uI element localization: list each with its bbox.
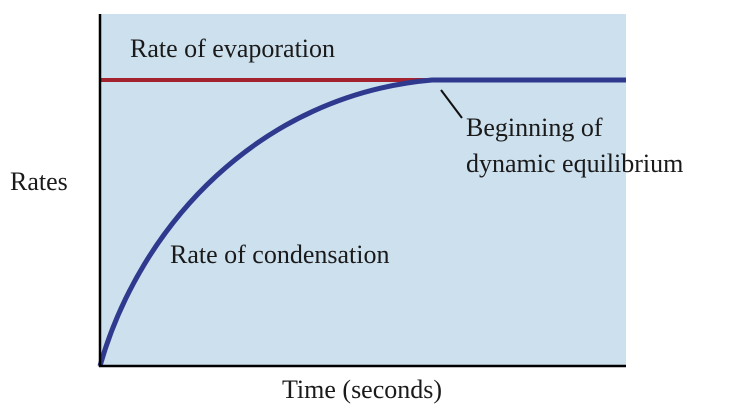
pointer-line <box>440 89 463 119</box>
equilibrium-label: dynamic equilibrium <box>466 149 683 178</box>
x-axis-label: Time (seconds) <box>282 375 442 404</box>
equilibrium-label: Beginning of <box>466 113 603 142</box>
condensation-label: Rate of condensation <box>170 240 390 269</box>
plot-area <box>100 14 626 366</box>
condensation-curve <box>97 77 626 367</box>
y-axis-label: Rates <box>10 167 68 196</box>
evaporation-label: Rate of evaporation <box>130 34 335 63</box>
